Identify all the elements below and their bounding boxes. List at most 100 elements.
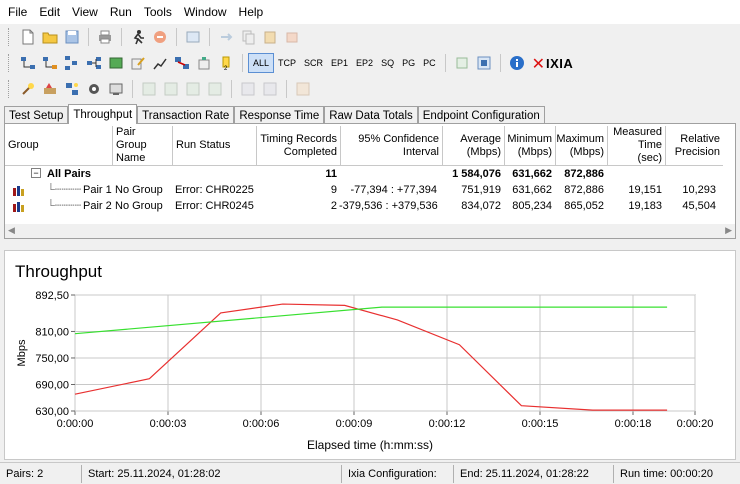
wizard-icon[interactable] [19, 80, 37, 98]
tab-response-time[interactable]: Response Time [234, 106, 325, 124]
y-tick-label: 690,00 [35, 379, 69, 391]
info-icon[interactable] [508, 54, 526, 72]
filter-all-button[interactable]: ALL [248, 53, 275, 73]
horizontal-scrollbar[interactable]: ◀ ▶ [5, 224, 735, 238]
pair-config-icon[interactable] [63, 80, 81, 98]
export-icon[interactable] [475, 54, 493, 72]
header-average-label: Average (Mbps) [460, 133, 501, 159]
print-icon[interactable] [96, 28, 114, 46]
toolbar-grip[interactable] [8, 80, 11, 98]
paste-icon[interactable] [261, 28, 279, 46]
filter-pg-button[interactable]: PG [402, 58, 416, 68]
menu-view[interactable]: View [72, 5, 98, 19]
chart-title: Throughput [15, 262, 102, 281]
scroll-right-icon[interactable]: ▶ [725, 225, 732, 235]
add-pair-icon[interactable] [217, 28, 235, 46]
save-icon[interactable] [63, 28, 81, 46]
x-tick-label: 0:00:00 [57, 418, 94, 430]
toolbar-separator [242, 54, 243, 72]
table-row[interactable]: └┄┄┄┄ Pair 2 No Group Error: CHR0245 2 -… [5, 199, 735, 215]
menu-file[interactable]: File [8, 5, 28, 19]
disabled-icon-1[interactable] [140, 80, 158, 98]
menu-help[interactable]: Help [238, 5, 264, 19]
multicast-icon[interactable] [41, 54, 59, 72]
network-icon[interactable] [85, 54, 103, 72]
window-icon[interactable] [184, 28, 202, 46]
header-run-status[interactable]: Run Status [173, 126, 257, 166]
header-confidence-line1: 95% Confidence [358, 132, 439, 145]
filter-ep1-button[interactable]: EP1 [331, 58, 349, 68]
header-measured-line2: Time (sec) [637, 139, 662, 164]
header-minimum[interactable]: Minimum (Mbps) [505, 126, 556, 166]
header-confidence-line2: Interval [402, 145, 439, 158]
disabled-icon-5[interactable] [239, 80, 257, 98]
filter-tcp-button[interactable]: TCP [278, 58, 297, 68]
header-maximum-line1: Maximum [556, 132, 604, 145]
header-average[interactable]: Average (Mbps) [443, 126, 505, 166]
pair-name: Pair 2 [83, 200, 112, 212]
disabled-icon-6[interactable] [261, 80, 279, 98]
menu-tools[interactable]: Tools [143, 5, 172, 19]
toolbar-separator [121, 28, 122, 46]
tools-icon[interactable] [41, 80, 59, 98]
scroll-left-icon[interactable]: ◀ [8, 225, 15, 235]
edit-icon[interactable] [129, 54, 147, 72]
header-measured[interactable]: Measured Time (sec) [608, 126, 666, 166]
tab-throughput[interactable]: Throughput [68, 104, 138, 124]
new-file-icon[interactable] [19, 28, 37, 46]
header-confidence-label: 95% Confidence Interval [358, 133, 439, 159]
copy-icon[interactable] [239, 28, 257, 46]
menu-run[interactable]: Run [109, 5, 132, 19]
menu-edit[interactable]: Edit [39, 5, 61, 19]
disabled-icon-4[interactable] [206, 80, 224, 98]
delete-icon[interactable] [283, 28, 301, 46]
header-maximum-label: Maximum (Mbps) [556, 133, 604, 159]
endpoint-icon[interactable] [107, 80, 125, 98]
collapse-toggle[interactable]: − [31, 168, 41, 178]
tab-raw-data-totals[interactable]: Raw Data Totals [324, 106, 418, 124]
header-timing[interactable]: Timing Records Completed [257, 126, 341, 166]
script-icon[interactable] [107, 54, 125, 72]
filter-sq-button[interactable]: SQ [381, 58, 395, 68]
toolbar-separator [499, 54, 501, 72]
pair-2-icon[interactable] [173, 54, 191, 72]
filter-ep2-button[interactable]: EP2 [356, 58, 374, 68]
toolbar-separator [88, 28, 89, 46]
disabled-icon-2[interactable] [162, 80, 180, 98]
summary-row[interactable]: − All Pairs 11 1 584,076 631,662 872,886 [5, 167, 735, 183]
header-group[interactable]: Group [5, 126, 113, 166]
table-row[interactable]: └┄┄┄┄ Pair 1 No Group Error: CHR0225 9 -… [5, 183, 735, 199]
header-timing-line2: Completed [283, 145, 337, 158]
relative-precision: 45,504 [682, 200, 716, 212]
open-folder-icon[interactable] [41, 28, 59, 46]
filter-scr-button[interactable]: SCR [304, 58, 324, 68]
disabled-icon-7[interactable] [294, 80, 312, 98]
y-tick-label: 810,00 [35, 326, 69, 338]
header-confidence[interactable]: 95% Confidence Interval [341, 126, 443, 166]
tab-endpoint-configuration[interactable]: Endpoint Configuration [417, 106, 545, 124]
test-icon[interactable] [195, 54, 213, 72]
header-pair-group-line2: Name [116, 152, 146, 164]
filter-pc-button[interactable]: PC [423, 58, 436, 68]
run-icon[interactable] [129, 28, 147, 46]
tab-test-setup[interactable]: Test Setup [4, 106, 69, 124]
toolbar-grip[interactable] [8, 28, 11, 46]
group-icon[interactable] [63, 54, 81, 72]
confidence-interval: -77,394 : +77,394 [350, 184, 437, 196]
results-grid: Group Pair Group Name Run Status Timing R… [4, 123, 736, 239]
header-relative-line2: Precision [674, 145, 720, 158]
header-maximum[interactable]: Maximum (Mbps) [556, 126, 608, 166]
stop-icon[interactable] [151, 28, 169, 46]
menu-window[interactable]: Window [183, 5, 227, 19]
toolbar-grip[interactable] [8, 54, 11, 72]
tab-transaction-rate[interactable]: Transaction Rate [137, 106, 235, 124]
refresh-icon[interactable] [453, 54, 471, 72]
pair-icon[interactable] [19, 54, 37, 72]
header-relative[interactable]: Relative Precision [666, 126, 723, 166]
disabled-icon-3[interactable] [184, 80, 202, 98]
chart-edit-icon[interactable] [151, 54, 169, 72]
header-pair-group[interactable]: Pair Group Name [113, 126, 173, 166]
priority-icon[interactable]: 2 [217, 54, 235, 72]
status-end: End: 25.11.2024, 01:28:22 [454, 464, 614, 483]
settings-icon[interactable] [85, 80, 103, 98]
